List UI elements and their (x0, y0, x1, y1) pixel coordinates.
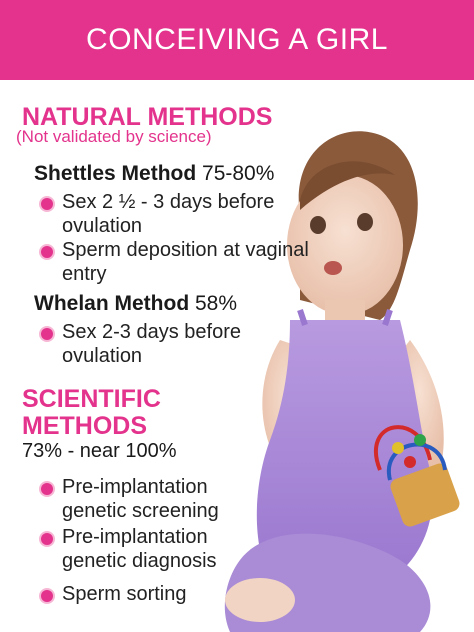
bullet-icon (41, 328, 53, 340)
list-item: Sperm sorting (62, 583, 187, 605)
bullet-icon (41, 483, 53, 495)
method-rate: 58% (195, 292, 238, 315)
list-item: Sperm deposition at vaginal entry (62, 239, 309, 285)
natural-methods-subtitle: (Not validated by science) (16, 127, 212, 146)
method-name: Whelan Method (34, 292, 190, 315)
shettles-method: Shettles Method 75-80% (34, 162, 274, 186)
list-item: Pre-implantation genetic diagnosis (62, 526, 217, 572)
scientific-methods-heading-2: METHODS (22, 412, 147, 440)
list-item: Pre-implantation genetic screening (62, 476, 219, 522)
method-name: Shettles Method (34, 162, 197, 185)
scientific-methods-heading-1: SCIENTIFIC (22, 385, 161, 413)
bullet-icon (41, 246, 53, 258)
whelan-method: Whelan Method 58% (34, 292, 237, 316)
bullet-icon (41, 198, 53, 210)
bullet-icon (41, 590, 53, 602)
natural-methods-heading: NATURAL METHODS (22, 103, 273, 131)
bullet-icon (41, 533, 53, 545)
scientific-range: 73% - near 100% (22, 440, 177, 462)
page-title: CONCEIVING A GIRL (86, 23, 388, 56)
list-item: Sex 2 ½ - 3 days before ovulation (62, 191, 275, 237)
method-rate: 75-80% (202, 162, 275, 185)
title-banner: CONCEIVING A GIRL (0, 0, 474, 80)
list-item: Sex 2-3 days before ovulation (62, 321, 241, 367)
girl-illustration (224, 131, 460, 632)
